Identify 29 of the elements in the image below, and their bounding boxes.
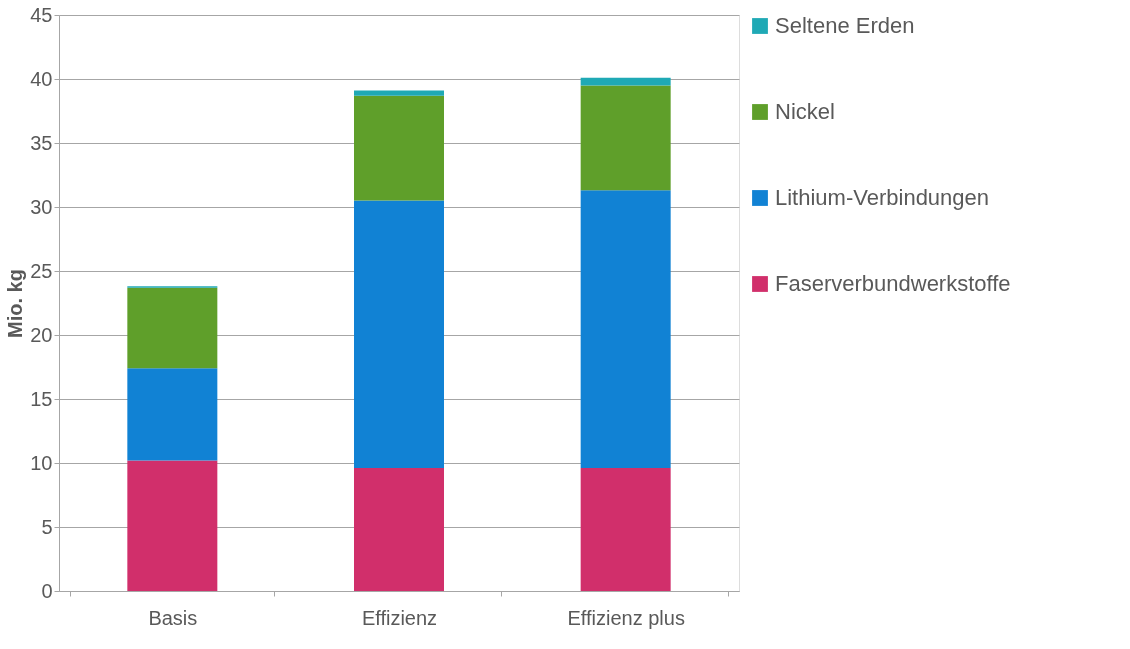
y-tick-label: 40 bbox=[30, 67, 53, 90]
y-axis-title: Mio. kg bbox=[4, 269, 27, 338]
y-tick-label: 15 bbox=[30, 387, 53, 410]
bar bbox=[354, 95, 444, 201]
legend-label: Faserverbundwerkstoffe bbox=[775, 271, 1011, 296]
bar bbox=[127, 368, 218, 461]
bar bbox=[354, 468, 444, 591]
y-tick-label: 10 bbox=[30, 451, 53, 474]
legend-label: Nickel bbox=[775, 99, 835, 124]
y-tick-label: 45 bbox=[30, 3, 53, 26]
bar bbox=[580, 468, 671, 591]
x-tick-label: Basis bbox=[148, 606, 198, 629]
x-tick-label: Effizienz plus bbox=[567, 606, 685, 629]
x-tick-label: Effizienz bbox=[361, 606, 438, 629]
bar bbox=[127, 460, 218, 591]
bar bbox=[354, 90, 444, 96]
bar bbox=[127, 287, 218, 369]
y-tick-label: 0 bbox=[41, 579, 53, 602]
bar bbox=[580, 85, 671, 191]
y-tick-label: 35 bbox=[30, 131, 53, 154]
y-tick-label: 25 bbox=[30, 259, 53, 282]
y-tick-label: 30 bbox=[30, 195, 53, 218]
bar bbox=[580, 190, 671, 469]
legend-label: Seltene Erden bbox=[775, 13, 915, 38]
legend-label: Lithium-Verbindungen bbox=[775, 185, 990, 210]
y-tick-label: 5 bbox=[41, 515, 53, 538]
bar bbox=[580, 77, 671, 86]
bar bbox=[354, 200, 444, 469]
y-tick-label: 20 bbox=[30, 323, 53, 346]
